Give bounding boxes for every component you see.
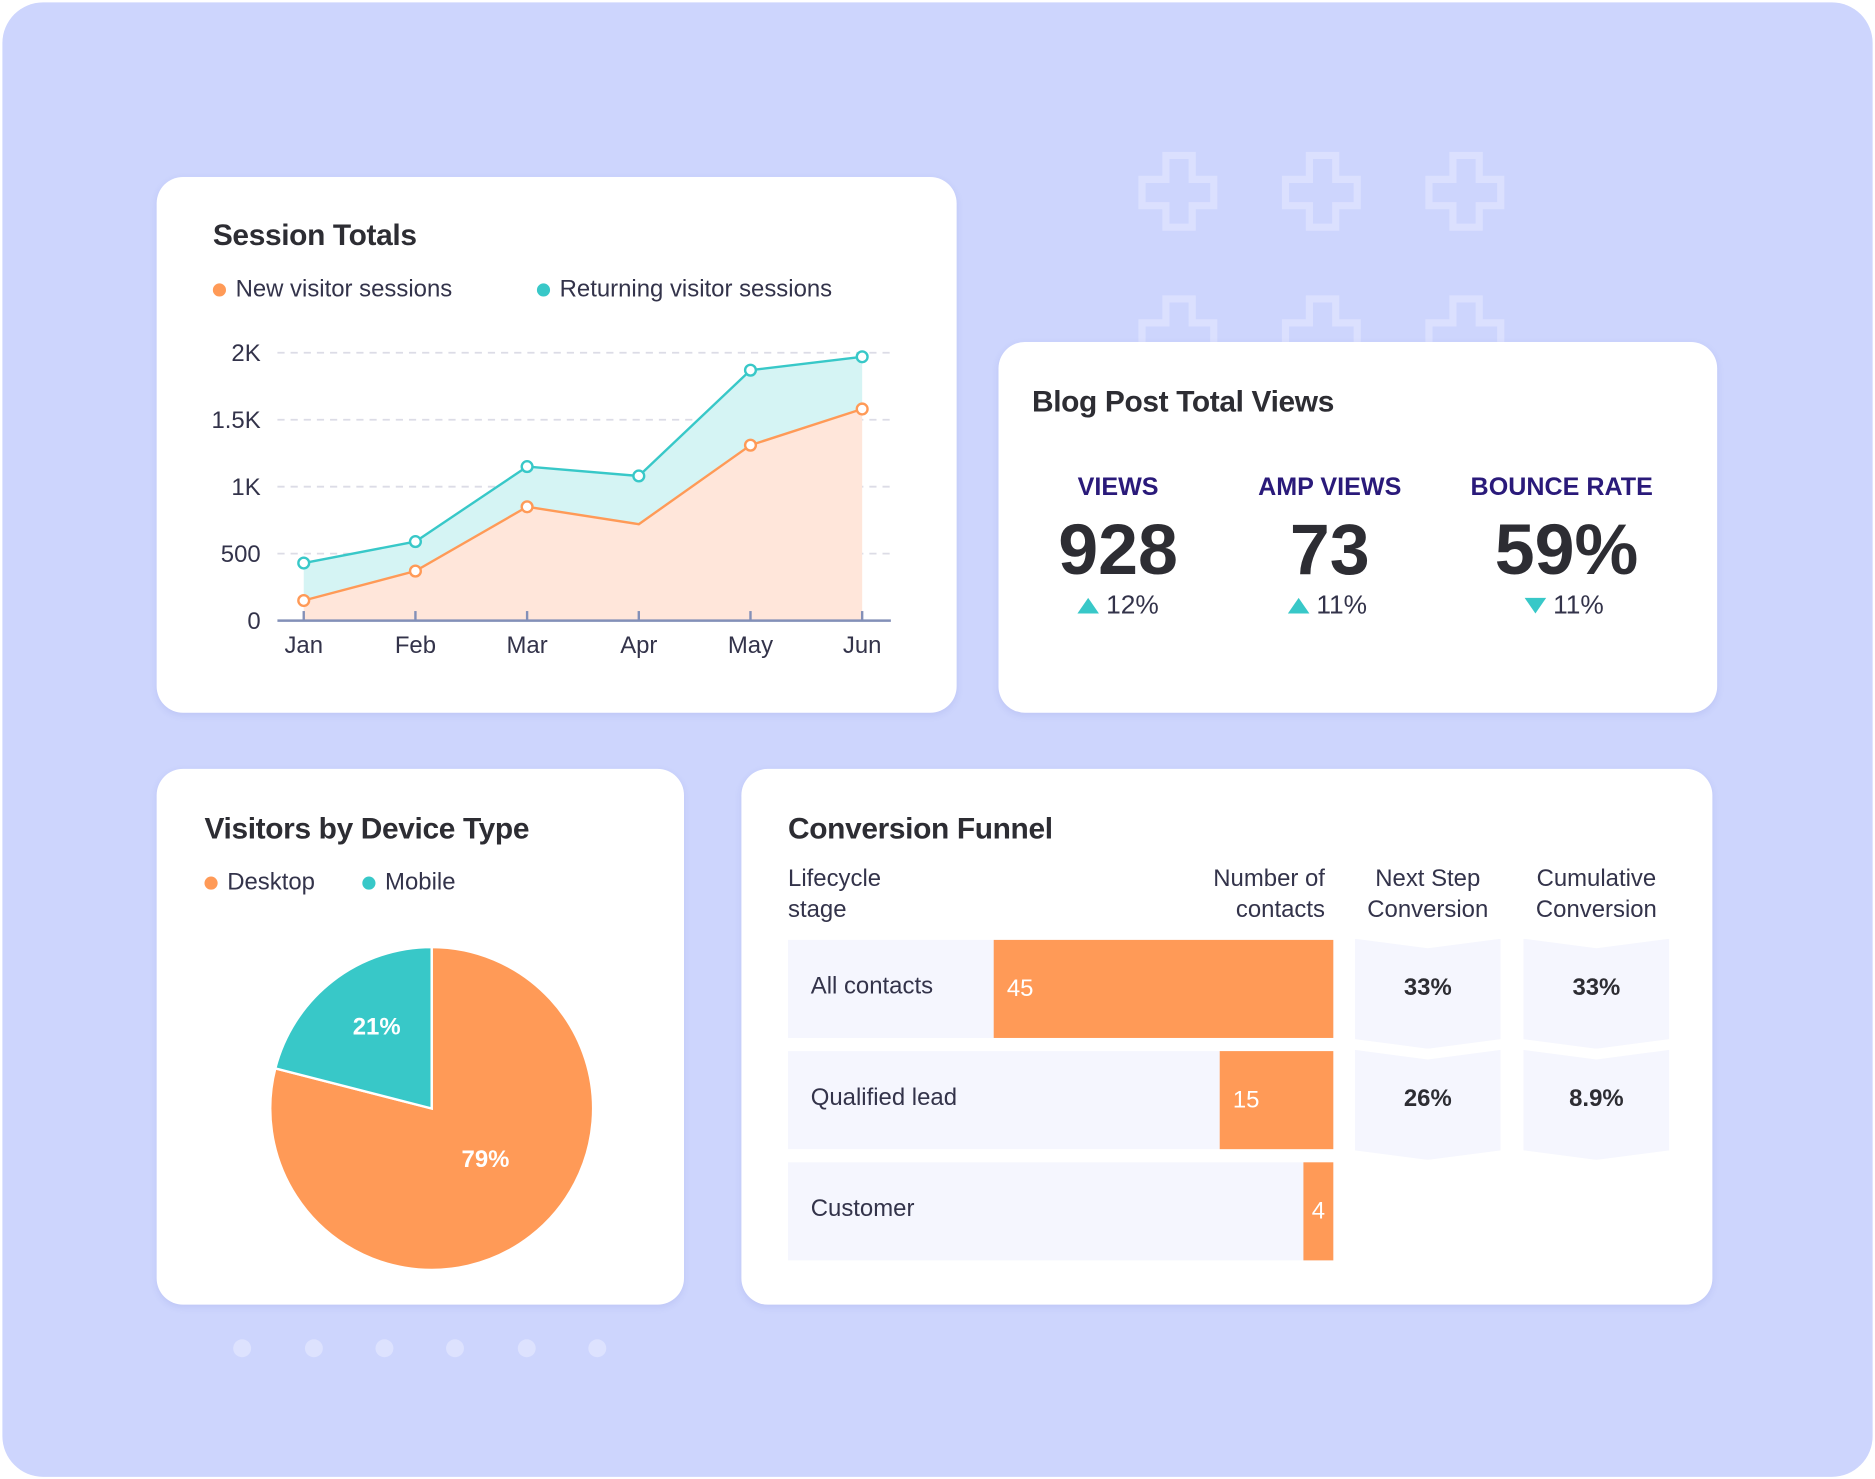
returning-area	[303, 356, 863, 601]
cumulative-conversion: 8.9%	[1523, 1049, 1670, 1160]
cumulative-value: 8.9%	[1569, 1085, 1624, 1113]
x-tick-label: May	[728, 632, 773, 659]
y-tick-label: 500	[221, 541, 261, 568]
legend-dot-mobile	[362, 876, 376, 890]
session-totals-title: Session Totals	[212, 218, 417, 253]
contacts-bar: 45	[993, 939, 1334, 1038]
kpi-delta: 11%	[1208, 590, 1447, 621]
triangle-up-icon	[1077, 597, 1099, 614]
triangle-up-icon	[1287, 597, 1310, 614]
new-point	[408, 564, 422, 578]
y-tick-label: 2K	[231, 340, 260, 367]
returning-point	[743, 363, 758, 377]
contacts-bar: 15	[1219, 1051, 1334, 1150]
stage-label: Customer	[810, 1195, 915, 1223]
triangle-down-icon	[1524, 597, 1546, 614]
kpi-label: BOUNCE RATE	[1470, 473, 1653, 502]
next-step-value: 26%	[1403, 1085, 1452, 1113]
legend-dot-desktop	[204, 876, 218, 890]
legend-label: New visitor sessions	[235, 276, 453, 303]
x-tick-label: Jan	[284, 632, 323, 659]
legend-mobile: Mobile	[362, 869, 456, 897]
y-tick-label: 1.5K	[211, 407, 260, 434]
legend-label: Returning visitor sessions	[559, 276, 833, 303]
legend-dot-new	[212, 283, 227, 297]
kpi-value: 59%	[1494, 509, 1639, 590]
returning-point	[408, 535, 422, 549]
returning-point	[520, 460, 534, 474]
contacts-value: 15	[1232, 1086, 1260, 1114]
contacts-value: 45	[1006, 975, 1034, 1003]
legend-returning: Returning visitor sessions	[536, 276, 833, 304]
contacts-value: 4	[1311, 1198, 1326, 1225]
returning-point	[297, 556, 311, 570]
pagination-dot[interactable]	[304, 1339, 323, 1358]
contacts-bar: 4	[1303, 1162, 1334, 1261]
funnel-row: All contacts 45	[788, 939, 1334, 1038]
legend-label: Mobile	[385, 869, 456, 896]
pie-slice-mobile	[273, 945, 433, 1111]
kpi-delta: 12%	[998, 590, 1237, 621]
kpi-delta-value: 11%	[1316, 589, 1368, 620]
legend-label: Desktop	[227, 869, 315, 896]
pagination-dot[interactable]	[588, 1339, 607, 1358]
returning-point	[632, 469, 646, 483]
new-point	[743, 438, 758, 452]
kpi-delta: 11%	[1445, 590, 1684, 621]
x-tick-label: Mar	[507, 632, 548, 659]
returning-line	[303, 355, 863, 565]
kpi-label: VIEWS	[1077, 473, 1159, 502]
funnel-row: Customer 4	[788, 1162, 1334, 1261]
kpi-value: 73	[1289, 509, 1370, 590]
new-point	[297, 593, 311, 608]
legend-desktop: Desktop	[204, 869, 315, 897]
new-area	[303, 409, 863, 621]
y-tick-label: 1K	[231, 474, 260, 501]
blog-post-title: Blog Post Total Views	[1031, 385, 1334, 419]
kpi-value: 928	[1058, 509, 1178, 590]
pie-label-mobile: 21%	[352, 1014, 401, 1041]
kpi-label: AMP VIEWS	[1258, 473, 1402, 502]
device-type-title: Visitors by Device Type	[204, 811, 530, 846]
cumulative-value: 33%	[1572, 974, 1621, 1001]
legend-new: New visitor sessions	[212, 276, 453, 304]
cumulative-conversion: 33%	[1523, 938, 1670, 1049]
next-step-value: 33%	[1403, 974, 1452, 1001]
x-tick-label: Jun	[843, 632, 882, 659]
new-line	[303, 407, 863, 602]
header-next-step-conversion: Next Step Conversion	[1367, 865, 1489, 924]
decorative-cross-icons	[1138, 151, 1505, 353]
y-tick-label: 0	[247, 608, 260, 635]
blog-post-card	[998, 341, 1718, 713]
pagination-dot[interactable]	[233, 1339, 252, 1358]
stage-label: Qualified lead	[810, 1084, 958, 1111]
header-number-of-contacts: Number of contacts	[1213, 865, 1325, 924]
new-point	[855, 402, 869, 416]
pagination-dot[interactable]	[446, 1339, 464, 1358]
next-step-conversion: 33%	[1354, 938, 1501, 1049]
pagination-dot[interactable]	[375, 1339, 394, 1358]
legend-dot-returning	[536, 283, 551, 297]
x-tick-label: Apr	[620, 632, 657, 659]
conversion-funnel-title: Conversion Funnel	[788, 811, 1053, 846]
next-step-conversion: 26%	[1354, 1049, 1501, 1160]
header-cumulative-conversion: Cumulative Conversion	[1535, 865, 1657, 924]
pagination-dot[interactable]	[517, 1339, 536, 1358]
funnel-row: Qualified lead 15	[788, 1051, 1334, 1150]
stage-label: All contacts	[810, 973, 934, 1000]
kpi-delta-value: 12%	[1106, 589, 1159, 620]
device-pie-chart	[269, 945, 595, 1272]
header-lifecycle-stage: Lifecycle stage	[788, 865, 882, 924]
x-tick-label: Feb	[395, 632, 436, 659]
returning-point	[855, 350, 869, 364]
new-point	[520, 500, 534, 514]
session-area-chart: Jan Feb Mar Apr May Jun 2K 1.5K 1K 500 0	[211, 340, 891, 659]
pie-label-desktop: 79%	[461, 1146, 510, 1174]
kpi-delta-value: 11%	[1553, 589, 1604, 620]
